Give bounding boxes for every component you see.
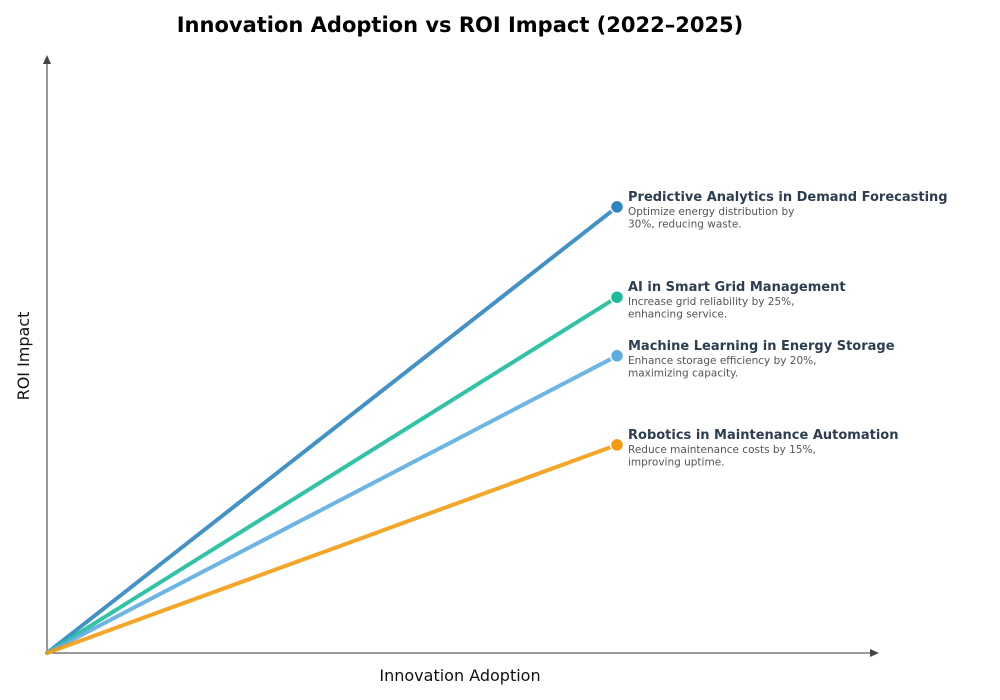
series-2: Machine Learning in Energy StorageEnhanc… xyxy=(45,339,895,655)
series-line xyxy=(45,204,619,655)
series-description: Reduce maintenance costs by 15%, xyxy=(628,444,816,456)
chart-title: Innovation Adoption vs ROI Impact (2022–… xyxy=(177,13,744,37)
series-description: enhancing service. xyxy=(628,309,727,321)
data-point xyxy=(609,437,625,453)
data-point xyxy=(609,289,625,305)
series-label: AI in Smart Grid Management xyxy=(628,280,846,295)
series-description: maximizing capacity. xyxy=(628,367,738,379)
series-label: Predictive Analytics in Demand Forecasti… xyxy=(628,190,948,205)
series-3: Robotics in Maintenance AutomationReduce… xyxy=(45,428,898,655)
series-description: Optimize energy distribution by xyxy=(628,206,794,218)
y-axis xyxy=(43,55,51,653)
data-point xyxy=(609,199,625,215)
data-point xyxy=(609,348,625,364)
series-label: Robotics in Maintenance Automation xyxy=(628,428,898,443)
series-description: 30%, reducing waste. xyxy=(628,218,742,230)
x-axis-arrow-icon xyxy=(870,649,879,657)
series-line xyxy=(45,442,619,655)
y-axis-arrow-icon xyxy=(43,55,51,64)
series-line xyxy=(45,295,619,655)
x-axis-label: Innovation Adoption xyxy=(379,666,540,685)
series-label: Machine Learning in Energy Storage xyxy=(628,339,895,354)
series-description: improving uptime. xyxy=(628,456,725,468)
series-description: Enhance storage efficiency by 20%, xyxy=(628,355,816,367)
series-description: Increase grid reliability by 25%, xyxy=(628,296,794,308)
series-0: Predictive Analytics in Demand Forecasti… xyxy=(45,190,948,655)
x-axis xyxy=(47,649,879,657)
series-line xyxy=(45,353,619,655)
y-axis-label: ROI Impact xyxy=(14,312,33,401)
